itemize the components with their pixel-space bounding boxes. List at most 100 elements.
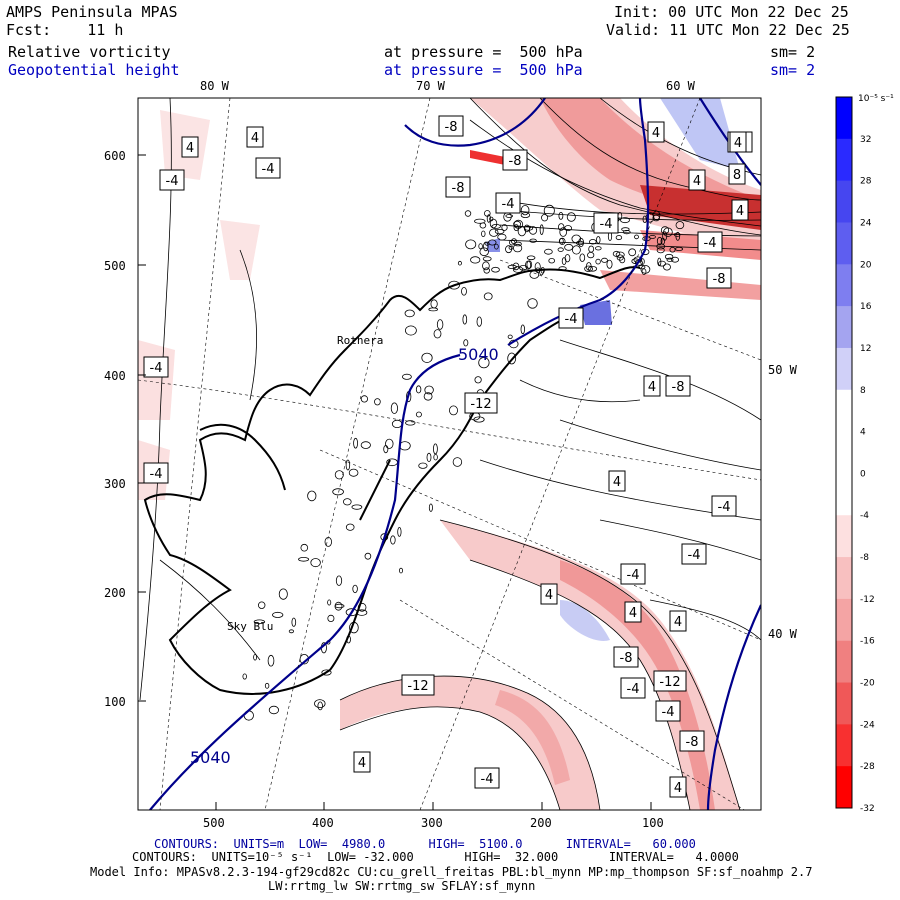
noise-contour (415, 385, 422, 394)
noise-contour (539, 224, 544, 236)
vorticity-label-box (401, 674, 435, 696)
noise-contour (520, 324, 525, 335)
noise-contour (484, 241, 490, 246)
vorticity-label-box (620, 677, 646, 699)
noise-contour (656, 247, 665, 254)
vorticity-label: -12 (470, 397, 491, 412)
vorticity-label: -4 (662, 705, 675, 720)
vorticity-label-box (706, 267, 732, 289)
noise-contour (390, 402, 398, 414)
vorticity-label: -12 (659, 675, 680, 690)
y-tick-300: 300 (104, 477, 126, 491)
noise-contour (479, 247, 489, 257)
noise-contour (663, 263, 671, 271)
colorbar-swatch (836, 431, 852, 474)
noise-contour (612, 250, 621, 257)
noise-contour (543, 204, 555, 217)
vorticity-label-box (445, 176, 471, 198)
colorbar-swatch (836, 180, 852, 223)
colorbar-tick-label: -16 (860, 637, 875, 647)
noise-contour (327, 599, 332, 606)
noise-contour (548, 258, 555, 264)
noise-contour (489, 216, 494, 222)
noise-contour (489, 218, 498, 229)
vorticity-label: 4 (674, 615, 682, 630)
noise-contour (519, 264, 528, 271)
noise-contour (464, 210, 472, 217)
noise-contour (595, 258, 601, 265)
vorticity-label: -4 (150, 467, 163, 482)
vorticity-label: 4 (545, 588, 553, 603)
noise-contour (628, 248, 637, 257)
colorbar-swatch (836, 473, 852, 516)
noise-contour (649, 234, 656, 239)
vorticity-label-box (620, 563, 646, 585)
noise-contour (374, 398, 381, 406)
vorticity-label: -4 (600, 217, 613, 232)
vorticity-label-box (438, 115, 464, 137)
noise-contour (528, 226, 538, 235)
colorbar-tick-label: -12 (860, 595, 875, 605)
noise-contour (310, 558, 321, 568)
vorticity-label-box (655, 700, 681, 722)
noise-contour (421, 352, 433, 363)
vorticity-label: 4 (648, 380, 656, 395)
noise-contour (587, 252, 595, 259)
noise-contour (428, 307, 439, 312)
colorbar-frame (835, 96, 853, 809)
noise-contour (352, 584, 358, 594)
noise-contour (391, 419, 403, 428)
noise-contour (558, 211, 564, 220)
colorbar-tick-label: 12 (860, 344, 871, 354)
noise-contour (505, 214, 514, 218)
noise-contour (656, 243, 666, 250)
noise-contour (656, 236, 663, 246)
vorticity-label-box (729, 131, 747, 153)
noise-contour (658, 260, 666, 267)
noise-contour (465, 239, 477, 250)
vorticity-label: -8 (686, 735, 699, 750)
noise-contour (673, 232, 681, 237)
noise-contour (616, 254, 624, 261)
vorticity-label-box (540, 583, 558, 605)
vorticity-label-box (502, 149, 528, 171)
vorticity-label-box (679, 730, 705, 752)
noise-contour (640, 258, 645, 266)
vorticity-label: -4 (502, 197, 515, 212)
noise-contour (418, 462, 428, 469)
noise-contour (558, 223, 565, 231)
vorticity-label-box (181, 136, 199, 158)
noise-contour (348, 468, 359, 477)
vorticity-label: 4 (693, 174, 701, 189)
noise-contour (587, 265, 598, 272)
noise-contour (544, 248, 553, 255)
noise-contour (345, 459, 351, 471)
noise-contour (470, 256, 481, 264)
noise-contour (332, 488, 344, 496)
noise-contour (666, 257, 674, 262)
noise-contour (327, 614, 335, 623)
noise-contour (512, 243, 523, 253)
vorticity-label: -4 (150, 361, 163, 376)
noise-contour (317, 701, 323, 711)
colorbar-swatch (836, 138, 852, 182)
noise-contour (264, 682, 270, 689)
noise-contour (486, 214, 491, 223)
noise-contour (622, 230, 631, 235)
noise-contour (513, 220, 521, 228)
vorticity-label-box (711, 495, 737, 517)
noise-contour (351, 504, 363, 510)
noise-contour (566, 212, 576, 222)
init-time: Init: 00 UTC Mon 22 Dec 25 (614, 3, 849, 21)
y-tick-600: 600 (104, 149, 126, 163)
noise-contour (398, 567, 403, 574)
noise-contour (541, 213, 549, 222)
noise-contour (298, 556, 310, 562)
x-tick-300: 300 (421, 816, 443, 830)
noise-contour (432, 443, 438, 455)
noise-contour (428, 503, 433, 512)
field1-smoothing: sm= 2 (770, 43, 816, 61)
vorticity-label: -4 (481, 772, 494, 787)
vorticity-label-box (613, 646, 639, 668)
noise-contour (509, 239, 516, 246)
